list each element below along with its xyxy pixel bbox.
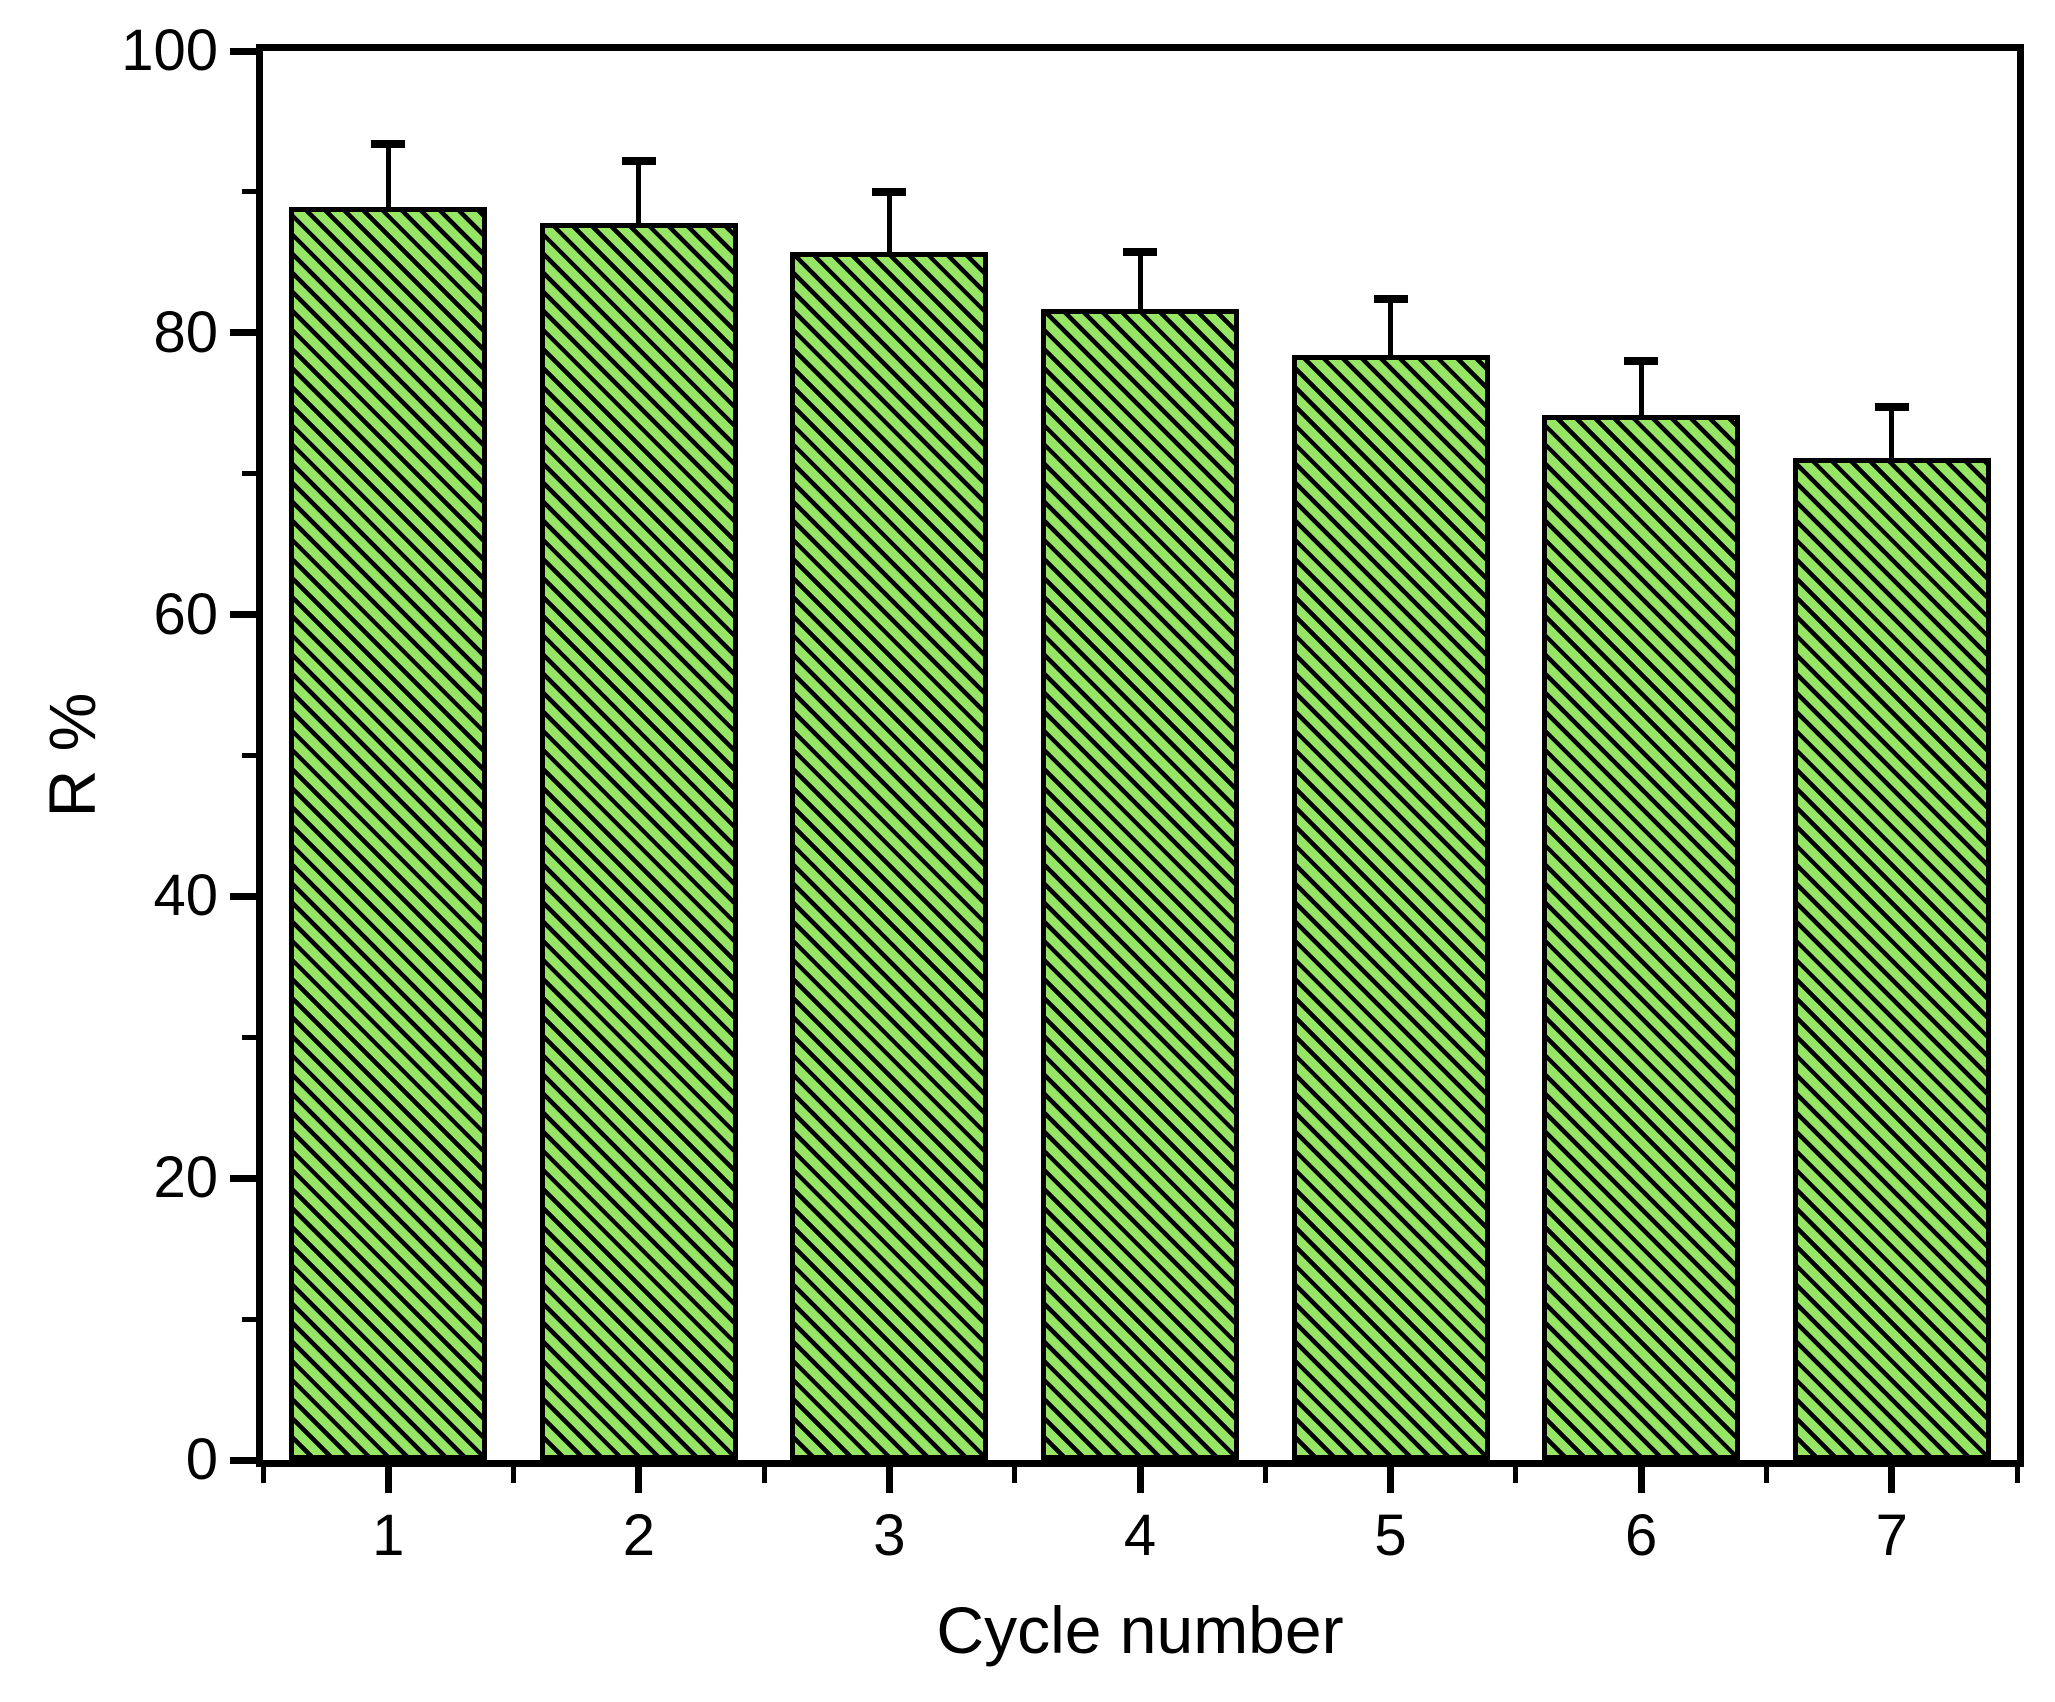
error-bar-stem xyxy=(886,195,892,253)
y-axis-minor-tick xyxy=(242,1034,256,1040)
y-axis-major-tick xyxy=(230,1456,256,1464)
y-axis-title: R % xyxy=(35,692,109,818)
x-axis-minor-tick xyxy=(2014,1467,2020,1483)
error-bar-stem xyxy=(1638,364,1644,415)
error-bar-cap xyxy=(1624,356,1659,365)
bar-cycle-2 xyxy=(539,222,738,1460)
error-bar-stem xyxy=(636,164,642,223)
y-axis-major-tick xyxy=(230,47,256,55)
x-axis-tick-label: 5 xyxy=(1374,1503,1407,1568)
x-axis-minor-tick xyxy=(1262,1467,1268,1483)
error-bar-stem xyxy=(1137,256,1143,309)
bar-cycle-6 xyxy=(1542,414,1741,1460)
error-bar-stem xyxy=(385,147,391,208)
x-axis-tick-label: 2 xyxy=(622,1503,655,1568)
y-axis-minor-tick xyxy=(242,1316,256,1322)
error-bar-cap xyxy=(872,187,907,196)
x-axis-minor-tick xyxy=(511,1467,517,1483)
y-axis-minor-tick xyxy=(242,753,256,758)
x-axis-minor-tick xyxy=(260,1467,266,1483)
error-bar-cap xyxy=(621,156,656,165)
x-axis-major-tick xyxy=(885,1465,893,1493)
error-bar-cap xyxy=(1123,248,1157,257)
y-axis-minor-tick xyxy=(242,471,256,477)
bar-cycle-7 xyxy=(1792,458,1991,1460)
y-axis-tick-label: 100 xyxy=(121,18,218,83)
x-axis-minor-tick xyxy=(1012,1467,1018,1483)
error-bar-cap xyxy=(1874,403,1909,412)
x-axis-major-tick xyxy=(384,1465,392,1493)
error-bar-stem xyxy=(1889,411,1895,459)
x-axis-tick-label: 3 xyxy=(873,1503,906,1568)
y-axis-major-tick xyxy=(230,1174,256,1182)
x-axis-major-tick xyxy=(1136,1465,1144,1493)
x-axis-major-tick xyxy=(635,1465,643,1493)
y-axis-tick-label: 40 xyxy=(153,863,218,929)
x-axis-minor-tick xyxy=(761,1467,767,1483)
x-axis-major-tick xyxy=(1888,1465,1896,1493)
plot-area: 0 20 40 60 80 100 1 2 3 4 5 6 7 xyxy=(121,21,2024,1566)
y-axis-tick-label: 0 xyxy=(185,1427,218,1492)
x-axis-tick-label: 4 xyxy=(1123,1503,1157,1568)
y-axis-tick-label: 80 xyxy=(153,299,218,365)
x-axis-major-tick xyxy=(1387,1465,1395,1493)
y-axis-major-tick xyxy=(230,611,256,619)
error-bar-cap xyxy=(371,139,406,148)
x-axis-tick-label: 1 xyxy=(372,1503,405,1568)
x-axis-minor-tick xyxy=(1513,1467,1519,1483)
x-axis-tick-label: 7 xyxy=(1875,1503,1908,1568)
x-axis-title: Cycle number xyxy=(936,1593,1344,1667)
y-axis-major-tick xyxy=(230,892,256,900)
bar-cycle-3 xyxy=(790,252,989,1460)
x-axis-minor-tick xyxy=(1763,1467,1769,1483)
x-axis-tick-label: 6 xyxy=(1625,1503,1658,1568)
error-bar-stem xyxy=(1388,302,1394,356)
error-bar-cap xyxy=(1373,294,1408,303)
bar-cycle-5 xyxy=(1291,355,1490,1460)
bar-cycle-1 xyxy=(289,207,488,1460)
y-axis-minor-tick xyxy=(242,189,256,195)
bar-cycle-4 xyxy=(1041,308,1239,1460)
y-axis-tick-label: 20 xyxy=(153,1145,218,1211)
x-axis-major-tick xyxy=(1637,1465,1645,1493)
y-axis-tick-label: 60 xyxy=(153,581,218,647)
y-axis-major-tick xyxy=(230,329,256,337)
